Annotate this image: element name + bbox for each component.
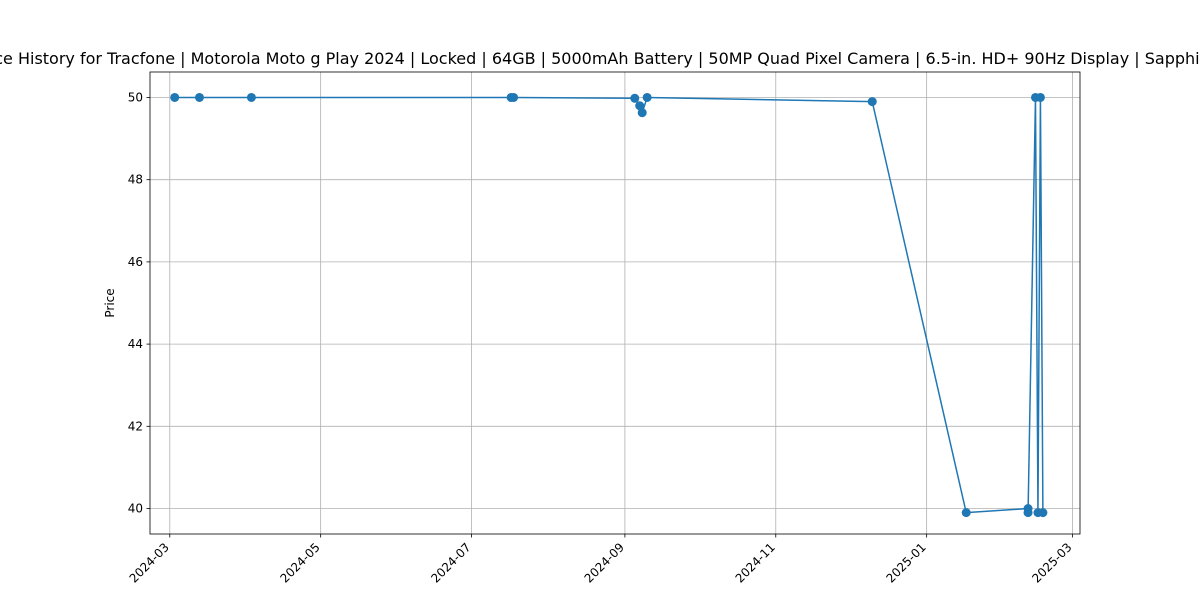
price-data-point: [1038, 508, 1048, 518]
y-tick-label: 46: [128, 255, 143, 269]
y-axis-label: Price: [103, 288, 117, 317]
price-data-point: [961, 508, 971, 518]
price-data-point: [642, 92, 652, 102]
y-tick-label: 48: [128, 173, 143, 187]
price-data-point: [1035, 92, 1045, 102]
price-data-point: [867, 97, 877, 107]
price-data-point: [635, 101, 645, 111]
y-tick-label: 50: [128, 90, 143, 104]
y-tick-label: 42: [128, 419, 143, 433]
price-data-point: [637, 108, 647, 118]
series-layer: [170, 92, 1048, 518]
price-data-point: [246, 92, 256, 102]
price-data-point: [630, 93, 640, 103]
price-data-point: [509, 92, 519, 102]
y-tick-label: 44: [128, 337, 143, 351]
chart-title: Price History for Tracfone | Motorola Mo…: [0, 49, 1200, 68]
price-data-point: [1023, 508, 1033, 518]
price-data-point: [194, 92, 204, 102]
price-data-point: [170, 92, 180, 102]
plot-frame: [149, 71, 1081, 535]
y-tick-label: 40: [128, 502, 143, 516]
